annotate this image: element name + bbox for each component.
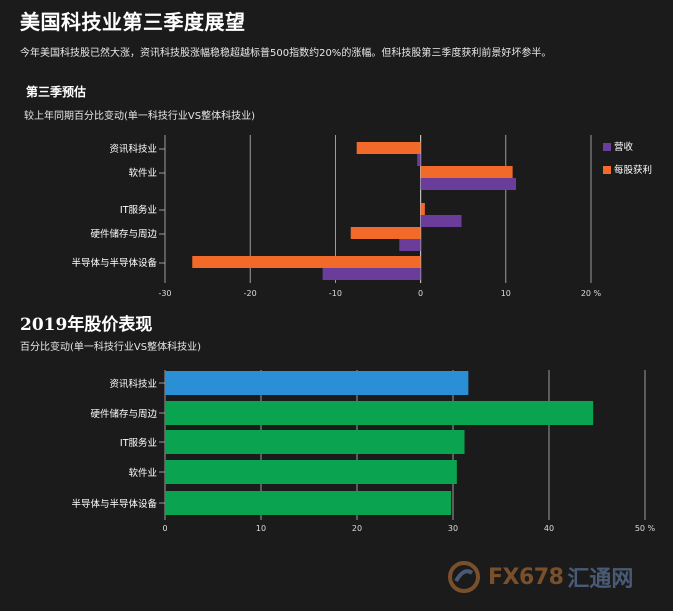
estimates-bar-eps (356, 142, 421, 154)
estimates-x-tick: -30 (158, 289, 171, 298)
estimates-x-tick: -10 (329, 289, 342, 298)
legend-label: 营收 (614, 141, 634, 153)
legend-swatch (603, 143, 611, 151)
estimates-bar-revenue (399, 239, 421, 251)
performance-category-label: 软件业 (128, 467, 157, 479)
performance-x-tick: 10 (256, 524, 266, 533)
estimates-category-label: IT服务业 (120, 204, 157, 216)
estimates-x-tick: 20 % (581, 289, 602, 298)
estimates-bar-revenue (322, 268, 421, 280)
legend-swatch (603, 166, 611, 174)
estimates-category-label: 资讯科技业 (109, 143, 157, 155)
performance-x-tick: 20 (352, 524, 362, 533)
estimates-bar-eps (420, 166, 513, 178)
estimates-category-label: 半导体与半导体设备 (71, 257, 157, 269)
performance-category-label: 硬件储存与周边 (90, 408, 157, 420)
estimates-bar-revenue (420, 215, 462, 227)
page-subtitle: 今年美国科技股已然大涨，资讯科技股涨幅稳稳超越标普500指数约20%的涨幅。但科… (20, 48, 552, 59)
estimates-x-tick: -20 (244, 289, 257, 298)
performance-bar (165, 401, 594, 425)
estimates-bar-revenue (420, 178, 517, 190)
estimates-bar-eps (420, 203, 425, 215)
performance-x-tick: 40 (544, 524, 554, 533)
performance-category-label: 资讯科技业 (109, 378, 157, 390)
estimates-bar-eps (350, 227, 421, 239)
performance-bar (165, 460, 457, 484)
estimates-x-tick: 0 (418, 289, 423, 298)
watermark: FX678 汇通网 (446, 558, 633, 596)
legend-label: 每股获利 (614, 164, 652, 176)
performance-bar (165, 371, 469, 395)
performance-x-tick: 0 (162, 524, 167, 533)
performance-x-tick: 30 (448, 524, 458, 533)
watermark-brand-cn: 汇通网 (567, 567, 634, 592)
performance-category-label: IT服务业 (120, 437, 157, 449)
section-subtitle-performance: 百分比变动(单一科技行业VS整体科技业) (20, 342, 201, 353)
performance-bar (165, 430, 465, 454)
section-subtitle-estimates: 较上年同期百分比变动(单一科技行业VS整体科技业) (24, 111, 255, 122)
estimates-bar-revenue (417, 154, 421, 166)
page-title: 美国科技业第三季度展望 (20, 10, 246, 34)
performance-x-tick: 50 % (635, 524, 656, 533)
performance-bar (165, 491, 452, 515)
estimates-category-label: 软件业 (128, 167, 157, 179)
estimates-x-tick: 10 (501, 289, 511, 298)
watermark-brand: FX678 (488, 564, 564, 590)
fx678-logo-icon (448, 561, 480, 593)
estimates-category-label: 硬件储存与周边 (90, 228, 157, 240)
section-title-estimates: 第三季预估 (26, 85, 87, 99)
performance-category-label: 半导体与半导体设备 (71, 498, 157, 510)
section-title-performance: 2019年股价表现 (20, 315, 153, 335)
estimates-bar-eps (192, 256, 421, 268)
